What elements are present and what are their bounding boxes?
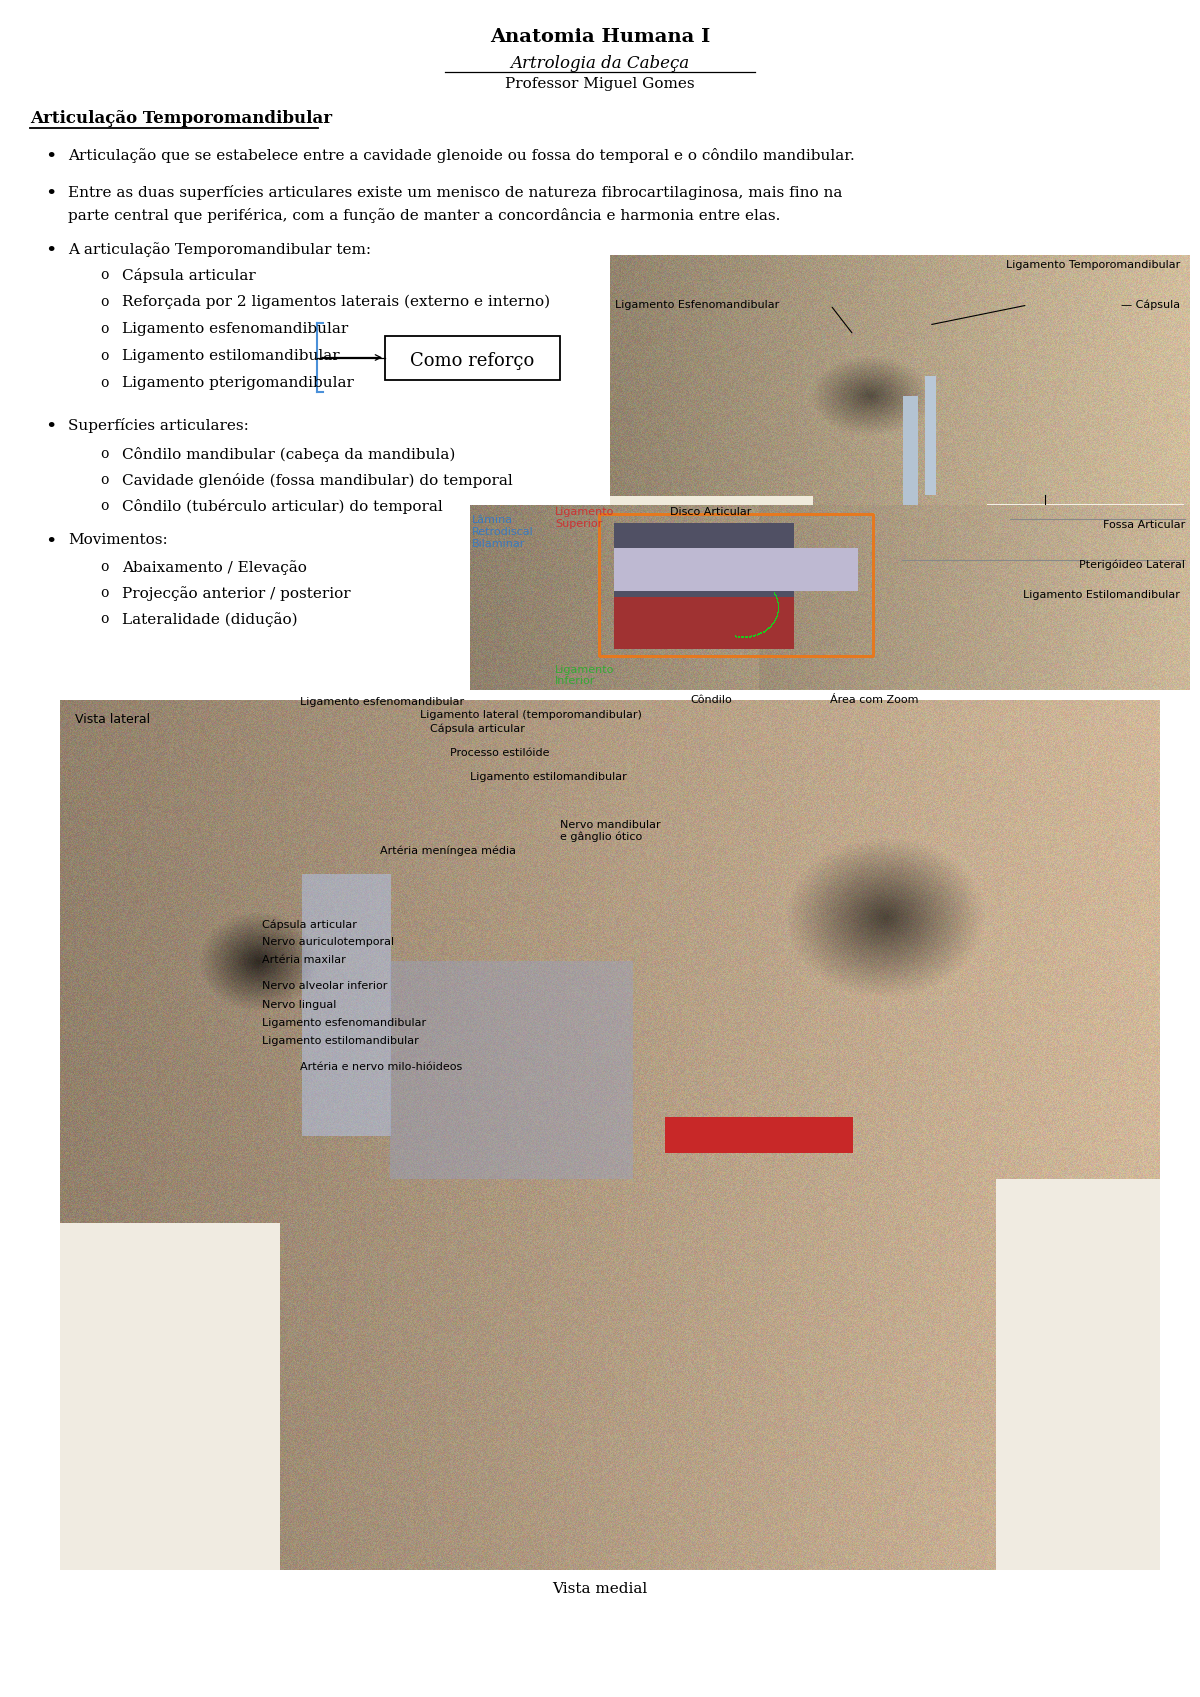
Text: Superfícies articulares:: Superfícies articulares: — [68, 417, 248, 433]
Text: Vista medial: Vista medial — [552, 1582, 648, 1595]
Text: Retrodiscal: Retrodiscal — [472, 528, 534, 536]
Text: Projecção anterior / posterior: Projecção anterior / posterior — [122, 585, 350, 601]
Text: Cápsula articular: Cápsula articular — [262, 920, 356, 930]
Text: Ligamento pterigomandibular: Ligamento pterigomandibular — [122, 377, 354, 390]
Text: Reforçada por 2 ligamentos laterais (externo e interno): Reforçada por 2 ligamentos laterais (ext… — [122, 295, 550, 309]
Text: o: o — [100, 377, 108, 390]
Text: o: o — [100, 560, 108, 574]
Text: •: • — [46, 243, 56, 260]
Text: o: o — [100, 350, 108, 363]
Text: Ligamento estilomandibular: Ligamento estilomandibular — [122, 350, 340, 363]
Text: •: • — [46, 148, 56, 166]
Text: — Cápsula: — Cápsula — [1121, 300, 1180, 311]
Text: Artéria meníngea média: Artéria meníngea média — [380, 845, 516, 855]
Text: Pterigóideo Lateral: Pterigóideo Lateral — [1079, 560, 1186, 570]
Text: Entre as duas superfícies articulares existe um menisco de natureza fibrocartila: Entre as duas superfícies articulares ex… — [68, 185, 842, 200]
Text: Nervo mandibular
e gânglio ótico: Nervo mandibular e gânglio ótico — [560, 820, 661, 842]
Text: Côndilo: Côndilo — [690, 696, 732, 704]
Text: Côndilo (tubérculo articular) do temporal: Côndilo (tubérculo articular) do tempora… — [122, 499, 443, 514]
Text: Disco Articular: Disco Articular — [670, 507, 751, 518]
Text: o: o — [100, 613, 108, 626]
Text: o: o — [100, 446, 108, 462]
Bar — [385, 336, 560, 380]
Text: Cavidade glenóide (fossa mandibular) do temporal: Cavidade glenóide (fossa mandibular) do … — [122, 473, 512, 489]
Text: Nervo alveolar inferior: Nervo alveolar inferior — [262, 981, 388, 991]
Text: Área com Zoom: Área com Zoom — [830, 696, 918, 704]
Text: Vista lateral: Vista lateral — [74, 713, 150, 726]
Text: Articulação Temporomandibular: Articulação Temporomandibular — [30, 110, 332, 127]
Text: Nervo auriculotemporal: Nervo auriculotemporal — [262, 937, 394, 947]
Text: Movimentos:: Movimentos: — [68, 533, 168, 546]
Text: •: • — [46, 533, 56, 552]
Text: Inferior: Inferior — [554, 675, 595, 686]
Text: o: o — [100, 499, 108, 512]
Text: o: o — [100, 585, 108, 601]
Text: Ligamento Temporomandibular: Ligamento Temporomandibular — [1006, 260, 1180, 270]
Text: Ligamento Esfenomandibular: Ligamento Esfenomandibular — [616, 300, 779, 311]
Text: Superior: Superior — [554, 519, 602, 529]
Text: Ligamento esfenomandibular: Ligamento esfenomandibular — [262, 1018, 426, 1028]
Text: o: o — [100, 295, 108, 309]
Text: Ligamento esfenomandibular: Ligamento esfenomandibular — [122, 322, 348, 336]
Text: Nervo lingual: Nervo lingual — [262, 1000, 336, 1010]
Text: Processo estilóide: Processo estilóide — [450, 748, 550, 759]
Text: Ligamento: Ligamento — [554, 507, 614, 518]
Text: A articulação Temporomandibular tem:: A articulação Temporomandibular tem: — [68, 243, 371, 256]
Text: Ligamento: Ligamento — [554, 665, 614, 675]
Text: Abaixamento / Elevação: Abaixamento / Elevação — [122, 560, 307, 575]
Text: o: o — [100, 268, 108, 282]
Text: Como reforço: Como reforço — [410, 351, 535, 370]
Text: Ligamento esfenomandibular: Ligamento esfenomandibular — [300, 697, 464, 708]
Text: Côndilo mandibular (cabeça da mandibula): Côndilo mandibular (cabeça da mandibula) — [122, 446, 455, 462]
Text: Ligamento lateral (temporomandibular): Ligamento lateral (temporomandibular) — [420, 709, 642, 720]
Text: o: o — [100, 473, 108, 487]
Text: Bilaminar: Bilaminar — [472, 540, 526, 550]
Text: Cápsula articular: Cápsula articular — [122, 268, 256, 283]
Text: Artrologia da Cabeça: Artrologia da Cabeça — [510, 54, 690, 71]
Text: Cápsula articular: Cápsula articular — [430, 725, 524, 735]
Text: •: • — [46, 417, 56, 436]
Text: Articulação que se estabelece entre a cavidade glenoide ou fossa do temporal e o: Articulação que se estabelece entre a ca… — [68, 148, 854, 163]
Text: Ligamento estilomandibular: Ligamento estilomandibular — [470, 772, 626, 782]
Text: o: o — [100, 322, 108, 336]
Text: Fossa Articular: Fossa Articular — [1103, 519, 1186, 529]
Text: Lateralidade (didução): Lateralidade (didução) — [122, 613, 298, 626]
Bar — [988, 606, 1043, 662]
Text: Professor Miguel Gomes: Professor Miguel Gomes — [505, 76, 695, 92]
Text: Lâmina: Lâmina — [472, 514, 514, 524]
Text: Artéria maxilar: Artéria maxilar — [262, 955, 346, 966]
Text: Ligamento estilomandibular: Ligamento estilomandibular — [262, 1035, 419, 1045]
Text: Anatomia Humana I: Anatomia Humana I — [490, 27, 710, 46]
Text: parte central que periférica, com a função de manter a concordância e harmonia e: parte central que periférica, com a funç… — [68, 209, 780, 222]
Text: •: • — [46, 185, 56, 204]
Text: Ligamento Estilomandibular: Ligamento Estilomandibular — [1024, 591, 1180, 601]
Text: Artéria e nervo milo-hióideos: Artéria e nervo milo-hióideos — [300, 1062, 462, 1073]
